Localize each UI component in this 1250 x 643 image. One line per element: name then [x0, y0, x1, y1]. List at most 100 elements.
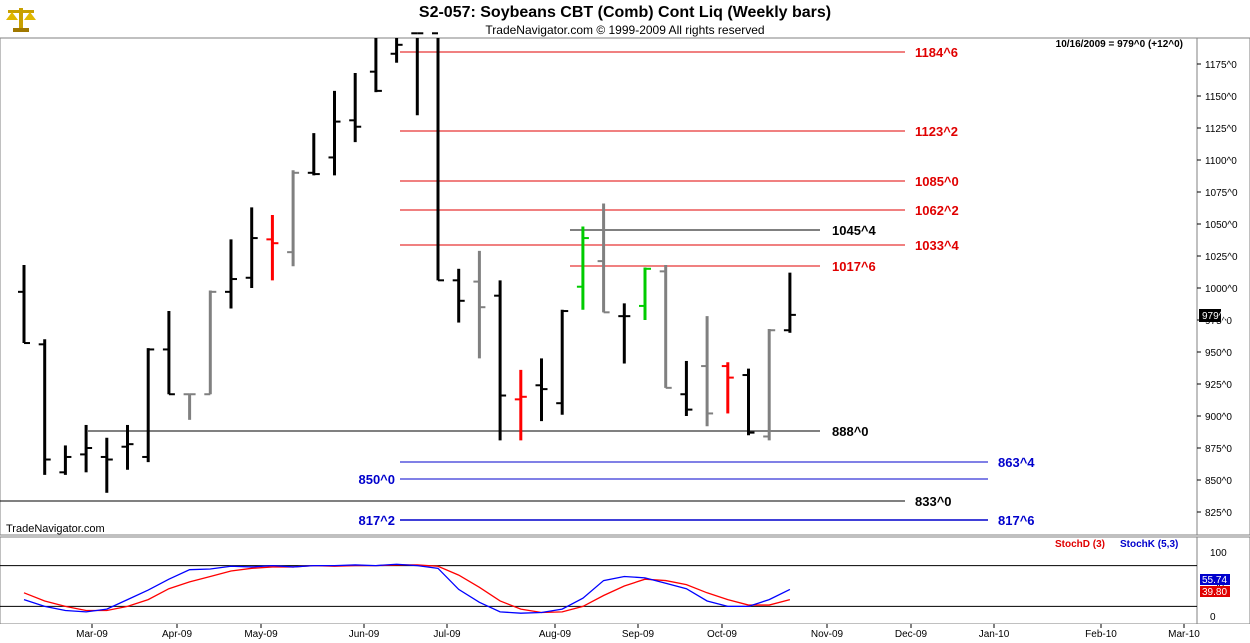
chart-title: S2-057: Soybeans CBT (Comb) Cont Liq (We…	[418, 4, 832, 21]
ohlc-bar	[162, 311, 175, 396]
ohlc-bar	[494, 280, 507, 441]
price-tick-label: 825^0	[1205, 508, 1232, 519]
date-tick-label: May-09	[244, 629, 278, 640]
price-tick-label: 1125^0	[1205, 124, 1237, 135]
bars-layer	[18, 32, 796, 493]
level-label: 1017^6	[832, 259, 876, 274]
watermark: TradeNavigator.com	[6, 523, 105, 535]
ohlc-bar	[80, 424, 93, 473]
ohlc-bar	[349, 72, 362, 143]
price-tick-label: 1050^0	[1205, 220, 1238, 231]
ohlc-bar	[369, 38, 382, 93]
ohlc-bar	[514, 369, 527, 441]
stoch-d-value: 39.80	[1202, 587, 1227, 598]
price-tick-label: 950^0	[1205, 348, 1232, 359]
level-label: 888^0	[832, 424, 869, 439]
ohlc-bar	[307, 133, 320, 176]
ohlc-bar	[225, 239, 237, 309]
ohlc-bar	[38, 339, 51, 475]
date-axis-area	[0, 624, 1250, 643]
stoch-tick-0: 0	[1210, 612, 1216, 623]
price-tick-label: 1175^0	[1205, 60, 1237, 71]
date-tick-label: Jun-09	[349, 629, 380, 640]
ohlc-bar	[18, 264, 30, 345]
chart-subtitle: TradeNavigator.com © 1999-2009 All right…	[485, 23, 765, 37]
price-axis-area	[1196, 37, 1250, 536]
ohlc-bar	[432, 32, 444, 282]
ohlc-bar	[245, 207, 258, 288]
ohlc-bar	[783, 272, 796, 333]
ohlc-bar	[659, 264, 672, 389]
level-label: 1123^2	[915, 124, 958, 139]
quote-readout: 10/16/2009 = 979^0 (+12^0)	[1056, 39, 1183, 50]
level-label: 817^6	[998, 513, 1035, 528]
level-label: 1062^2	[915, 203, 959, 218]
date-tick-label: Aug-09	[539, 629, 572, 640]
ohlc-bar	[618, 303, 631, 364]
price-tick-label: 1000^0	[1205, 284, 1238, 295]
ohlc-bar	[639, 267, 651, 320]
last-price-tag-bg	[1199, 309, 1221, 322]
stoch-k-line	[23, 563, 791, 614]
price-tick-label: 875^0	[1205, 444, 1232, 455]
date-tick-label: Jul-09	[433, 629, 461, 640]
level-label: 833^0	[915, 494, 952, 509]
date-tick-label: Mar-09	[76, 629, 108, 640]
date-axis: Mar-09 Apr-09 May-09 Jun-09 Jul-09 Aug-09 Sep-…	[76, 624, 1200, 640]
ohlc-bar	[390, 38, 403, 63]
date-tick-label: Feb-10	[1085, 629, 1117, 640]
price-tick-label: 850^0	[1205, 476, 1232, 487]
price-tick-label: 1150^0	[1205, 92, 1237, 103]
stoch-panel	[0, 536, 1198, 625]
level-label: 1085^0	[915, 174, 959, 189]
stoch-tick-50: 50	[1213, 580, 1225, 591]
ohlc-bar	[597, 203, 610, 314]
stoch-k-value: 55.74	[1202, 575, 1227, 586]
date-tick-label: Sep-09	[622, 629, 655, 640]
ohlc-bar	[742, 368, 755, 436]
stoch-k-legend: StochK (5,3)	[1120, 539, 1178, 550]
level-label: 1033^4	[915, 238, 960, 253]
price-tick-label: 1075^0	[1205, 188, 1238, 199]
stoch-k-tag-bg	[1200, 574, 1230, 585]
ohlc-bar	[721, 362, 734, 414]
ohlc-bar	[59, 445, 72, 475]
scales-icon	[6, 8, 36, 32]
ohlc-bar	[680, 360, 693, 416]
level-label: 1045^4	[832, 223, 877, 238]
date-tick-label: Oct-09	[707, 629, 737, 640]
price-tick-label: 1025^0	[1205, 252, 1238, 263]
ohlc-bar	[204, 290, 217, 396]
chart-header: S2-057: Soybeans CBT (Comb) Cont Liq (We…	[0, 0, 1250, 40]
ohlc-bar	[142, 348, 155, 463]
ohlc-bar	[763, 328, 776, 441]
level-label: 1184^6	[915, 45, 958, 60]
stoch-d-legend: StochD (3)	[1055, 539, 1105, 550]
stoch-tick-100: 100	[1210, 548, 1227, 559]
date-tick-label: Dec-09	[895, 629, 928, 640]
price-tick-label: 900^0	[1205, 412, 1232, 423]
date-tick-label: Jan-10	[979, 629, 1010, 640]
ohlc-bar	[411, 32, 424, 116]
level-label: 817^2	[358, 513, 395, 528]
ohlc-bar	[121, 424, 134, 470]
stoch-d-tag-bg	[1200, 586, 1230, 597]
date-tick-label: Nov-09	[811, 629, 844, 640]
date-tick-label: Apr-09	[162, 629, 192, 640]
ohlc-bar	[287, 170, 300, 267]
ohlc-bar	[556, 309, 569, 415]
ohlc-bar	[576, 226, 589, 310]
levels-layer: 1184^6 1123^2 1085^0 1062^2 1045^4 1033^4 1017…	[0, 45, 1035, 528]
ohlc-bar	[328, 90, 341, 176]
stoch-layer	[0, 563, 1197, 614]
level-label: 863^4	[998, 455, 1035, 470]
ohlc-bar	[266, 215, 279, 281]
ohlc-bar	[535, 358, 548, 422]
date-tick-label: Mar-10	[1168, 629, 1200, 640]
ohlc-bar	[452, 268, 465, 323]
ohlc-bar	[183, 393, 196, 420]
ohlc-bar	[100, 437, 113, 493]
level-label: 850^0	[358, 472, 395, 487]
price-tick-label: 1100^0	[1205, 156, 1237, 167]
